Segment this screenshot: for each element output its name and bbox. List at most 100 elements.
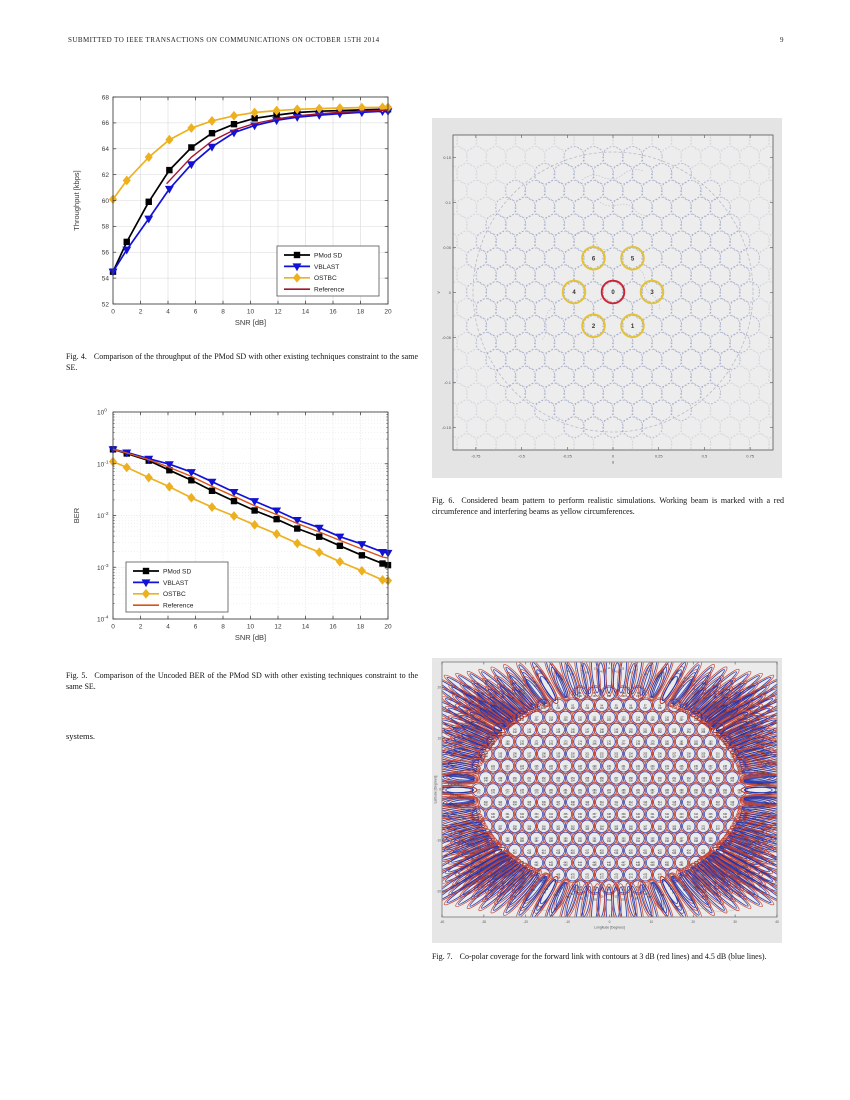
svg-text:26: 26 xyxy=(737,693,740,696)
svg-text:307: 307 xyxy=(672,755,677,758)
svg-text:272: 272 xyxy=(549,743,554,746)
svg-text:559: 559 xyxy=(672,892,677,895)
svg-text:250: 250 xyxy=(513,777,518,780)
svg-text:190: 190 xyxy=(542,707,547,710)
svg-text:252: 252 xyxy=(542,777,547,780)
svg-text:425: 425 xyxy=(701,850,706,853)
svg-text:394: 394 xyxy=(636,837,641,840)
svg-text:121: 121 xyxy=(593,716,598,719)
fig4-label: Fig. 4. xyxy=(66,352,87,361)
svg-text:444: 444 xyxy=(578,862,583,865)
svg-text:346: 346 xyxy=(723,813,728,816)
svg-text:219: 219 xyxy=(564,719,569,722)
svg-text:485: 485 xyxy=(506,840,511,843)
fig5-label: Fig. 5. xyxy=(66,671,88,680)
svg-text:232: 232 xyxy=(636,765,641,768)
svg-text:339: 339 xyxy=(738,767,743,770)
svg-text:530: 530 xyxy=(657,891,662,894)
svg-text:248: 248 xyxy=(600,731,605,734)
svg-text:OSTBC: OSTBC xyxy=(163,591,186,598)
svg-text:309: 309 xyxy=(701,755,706,758)
svg-text:170: 170 xyxy=(636,695,641,698)
svg-text:36: 36 xyxy=(545,678,548,681)
svg-text:600: 600 xyxy=(607,888,612,891)
svg-text:294: 294 xyxy=(756,783,761,786)
svg-text:364: 364 xyxy=(600,825,605,828)
svg-text:185: 185 xyxy=(741,733,746,736)
svg-text:573: 573 xyxy=(614,876,619,879)
svg-text:498: 498 xyxy=(578,886,583,889)
svg-text:159: 159 xyxy=(744,728,749,731)
svg-text:542: 542 xyxy=(477,873,482,876)
svg-text:254: 254 xyxy=(571,777,576,780)
svg-text:47: 47 xyxy=(693,684,696,687)
svg-text:262: 262 xyxy=(687,777,692,780)
svg-text:551: 551 xyxy=(566,896,571,899)
svg-text:143: 143 xyxy=(527,729,532,732)
svg-text:552: 552 xyxy=(580,898,585,901)
svg-text:565: 565 xyxy=(729,875,734,878)
svg-text:195: 195 xyxy=(614,707,619,710)
svg-text:407: 407 xyxy=(464,835,469,838)
svg-text:-0.5: -0.5 xyxy=(518,454,526,459)
svg-text:554: 554 xyxy=(607,899,612,902)
svg-text:5: 5 xyxy=(631,256,635,262)
svg-text:296: 296 xyxy=(763,783,768,786)
svg-text:315: 315 xyxy=(672,801,677,804)
svg-text:321: 321 xyxy=(477,767,482,770)
svg-text:0: 0 xyxy=(609,920,611,924)
svg-text:132: 132 xyxy=(737,718,742,721)
svg-text:131: 131 xyxy=(730,715,735,718)
svg-text:199: 199 xyxy=(672,707,677,710)
svg-text:550: 550 xyxy=(554,894,559,897)
svg-text:176: 176 xyxy=(607,741,612,744)
svg-text:377: 377 xyxy=(506,792,511,795)
svg-text:544: 544 xyxy=(578,864,583,867)
svg-text:296: 296 xyxy=(513,755,518,758)
svg-text:382: 382 xyxy=(578,792,583,795)
svg-text:6: 6 xyxy=(592,256,596,262)
svg-text:360: 360 xyxy=(658,780,663,783)
svg-text:443: 443 xyxy=(564,862,569,865)
svg-text:556: 556 xyxy=(634,898,639,901)
svg-text:393: 393 xyxy=(738,792,743,795)
svg-text:327: 327 xyxy=(457,806,462,809)
svg-text:295: 295 xyxy=(498,755,503,758)
svg-text:499: 499 xyxy=(709,840,714,843)
svg-text:95: 95 xyxy=(615,704,618,707)
svg-text:359: 359 xyxy=(643,780,648,783)
svg-text:449: 449 xyxy=(651,862,656,865)
svg-text:598: 598 xyxy=(578,888,583,891)
svg-text:300: 300 xyxy=(457,795,462,798)
svg-text:16: 16 xyxy=(329,624,337,631)
svg-text:504: 504 xyxy=(668,885,673,888)
svg-text:376: 376 xyxy=(491,792,496,795)
svg-text:226: 226 xyxy=(549,765,554,768)
svg-text:363: 363 xyxy=(701,780,706,783)
svg-text:0: 0 xyxy=(611,290,615,296)
svg-text:488: 488 xyxy=(549,840,554,843)
svg-text:365: 365 xyxy=(614,825,619,828)
svg-text:328: 328 xyxy=(578,767,583,770)
svg-text:284: 284 xyxy=(723,743,728,746)
svg-text:357: 357 xyxy=(614,780,619,783)
svg-text:560: 560 xyxy=(683,889,688,892)
svg-text:514: 514 xyxy=(471,865,476,868)
svg-text:186: 186 xyxy=(746,737,751,740)
svg-text:192: 192 xyxy=(462,748,467,751)
svg-text:547: 547 xyxy=(622,864,627,867)
svg-text:200: 200 xyxy=(571,753,576,756)
svg-text:337: 337 xyxy=(709,767,714,770)
svg-text:406: 406 xyxy=(542,804,547,807)
svg-text:443: 443 xyxy=(680,816,685,819)
svg-text:253: 253 xyxy=(672,731,677,734)
fig5-caption-text: Comparison of the Uncoded BER of the PMo… xyxy=(66,671,418,691)
svg-text:224: 224 xyxy=(520,765,525,768)
svg-text:303: 303 xyxy=(498,801,503,804)
svg-text:542: 542 xyxy=(549,864,554,867)
svg-text:392: 392 xyxy=(607,837,612,840)
svg-text:67: 67 xyxy=(593,692,596,695)
svg-text:66: 66 xyxy=(102,120,110,127)
svg-text:458: 458 xyxy=(749,842,754,845)
svg-text:18: 18 xyxy=(661,672,664,675)
